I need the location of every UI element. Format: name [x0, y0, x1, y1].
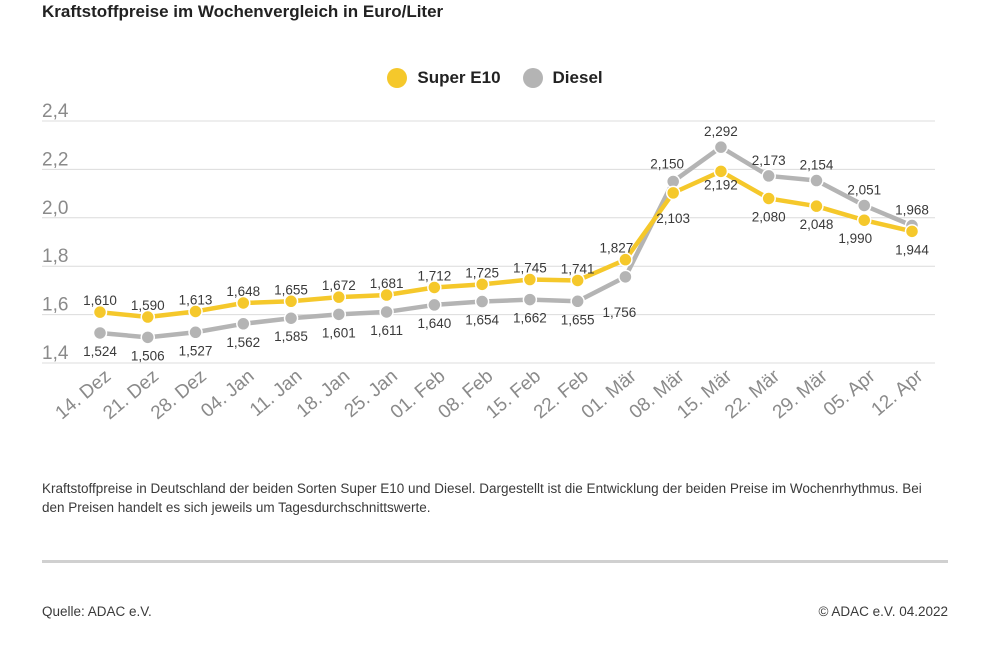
data-label-super-e10: 1,990: [838, 231, 872, 246]
chart-title: Kraftstoffpreise im Wochenvergleich in E…: [42, 2, 444, 21]
data-label-diesel: 2,173: [752, 153, 786, 168]
legend: Super E10 Diesel: [0, 68, 990, 88]
data-label-diesel: 1,524: [83, 344, 117, 359]
data-label-super-e10: 1,944: [895, 242, 929, 257]
data-label-super-e10: 1,712: [417, 268, 451, 283]
data-point-super-e10: [904, 224, 920, 239]
data-label-diesel: 1,654: [465, 313, 499, 328]
data-label-diesel: 1,527: [179, 343, 213, 358]
y-tick-label: 1,4: [42, 343, 69, 364]
data-point-diesel: [570, 294, 585, 309]
data-label-super-e10: 1,648: [226, 284, 260, 299]
data-point-super-e10: [92, 304, 108, 320]
data-label-super-e10: 2,103: [656, 211, 690, 226]
series-line-super-e10: [97, 169, 915, 320]
data-label-diesel: 1,640: [417, 316, 451, 331]
data-point-super-e10: [618, 252, 633, 267]
data-point-diesel: [618, 269, 633, 285]
data-label-diesel: 1,611: [370, 323, 403, 338]
x-tick-label: 11. Jan: [246, 366, 306, 421]
data-label-super-e10: 1,745: [513, 261, 547, 276]
data-point-super-e10: [331, 289, 347, 305]
data-point-diesel: [92, 325, 108, 341]
data-point-super-e10: [188, 304, 203, 319]
x-tick-label: 29. Mär: [769, 365, 832, 423]
data-point-super-e10: [570, 273, 585, 288]
data-label-super-e10: 1,672: [322, 278, 356, 293]
x-tick-label: 05. Apr: [820, 365, 880, 420]
series-line-diesel: [97, 144, 915, 340]
data-label-diesel: 1,601: [322, 325, 356, 340]
source-note: Quelle: ADAC e.V.: [42, 604, 152, 619]
legend-label-super-e10: Super E10: [417, 68, 501, 87]
legend-item-diesel: Diesel: [522, 68, 603, 88]
x-tick-label: 18. Jan: [293, 366, 354, 422]
data-label-diesel: 1,655: [561, 312, 595, 327]
data-label-diesel: 1,756: [603, 305, 637, 320]
y-tick-label: 2,4: [42, 101, 69, 122]
legend-item-super-e10: Super E10: [387, 68, 501, 88]
y-tick-label: 2,0: [42, 198, 68, 219]
data-point-super-e10: [522, 272, 538, 287]
x-tick-label: 12. Apr: [868, 365, 928, 420]
data-label-super-e10: 1,590: [131, 298, 165, 313]
data-label-diesel: 1,968: [895, 203, 929, 218]
data-label-super-e10: 1,655: [274, 282, 308, 297]
data-point-super-e10: [379, 287, 394, 303]
data-point-super-e10: [474, 277, 490, 292]
legend-swatch-super-e10: [387, 68, 408, 88]
data-point-super-e10: [427, 280, 442, 295]
data-point-diesel: [140, 330, 156, 345]
data-point-diesel: [331, 307, 347, 322]
data-point-diesel: [809, 173, 824, 188]
data-point-diesel: [283, 310, 299, 326]
data-point-diesel: [713, 139, 729, 155]
data-label-super-e10: 2,192: [704, 177, 738, 192]
data-point-diesel: [379, 304, 394, 320]
copyright-note: © ADAC e.V. 04.2022: [818, 604, 948, 619]
data-point-super-e10: [809, 198, 824, 214]
data-point-diesel: [427, 297, 442, 313]
data-point-diesel: [761, 168, 776, 184]
data-label-super-e10: 1,610: [83, 293, 117, 308]
data-label-diesel: 2,150: [650, 157, 684, 172]
data-point-super-e10: [140, 309, 156, 325]
data-label-super-e10: 1,681: [370, 276, 404, 291]
data-point-super-e10: [761, 191, 776, 206]
y-tick-label: 2,2: [42, 149, 68, 170]
data-point-super-e10: [283, 294, 299, 309]
x-tick-label: 04. Jan: [197, 366, 258, 422]
data-label-diesel: 2,051: [847, 182, 881, 197]
data-point-diesel: [856, 198, 872, 213]
data-point-diesel: [188, 325, 203, 340]
data-point-diesel: [236, 316, 251, 332]
data-label-diesel: 1,585: [274, 329, 308, 344]
legend-swatch-diesel: [522, 68, 543, 88]
divider: [42, 560, 948, 563]
data-label-super-e10: 1,613: [179, 292, 213, 307]
data-point-super-e10: [236, 295, 251, 311]
y-tick-label: 1,8: [42, 246, 68, 267]
data-label-super-e10: 1,827: [600, 241, 634, 256]
data-label-super-e10: 2,080: [752, 209, 786, 224]
data-point-diesel: [474, 294, 490, 309]
data-label-super-e10: 1,741: [561, 261, 595, 276]
data-point-diesel: [522, 292, 538, 307]
data-point-super-e10: [856, 212, 872, 228]
data-label-super-e10: 1,725: [465, 265, 499, 280]
data-label-diesel: 1,506: [131, 348, 165, 363]
y-tick-label: 1,6: [42, 295, 68, 316]
data-label-super-e10: 2,048: [800, 217, 834, 232]
data-point-super-e10: [665, 185, 681, 201]
data-label-diesel: 1,662: [513, 311, 547, 326]
data-label-diesel: 2,154: [800, 158, 834, 173]
data-label-diesel: 2,292: [704, 124, 738, 139]
data-point-super-e10: [713, 164, 729, 179]
chart-description: Kraftstoffpreise in Deutschland der beid…: [42, 481, 922, 515]
data-label-diesel: 1,562: [226, 335, 260, 350]
legend-label-diesel: Diesel: [552, 68, 603, 87]
